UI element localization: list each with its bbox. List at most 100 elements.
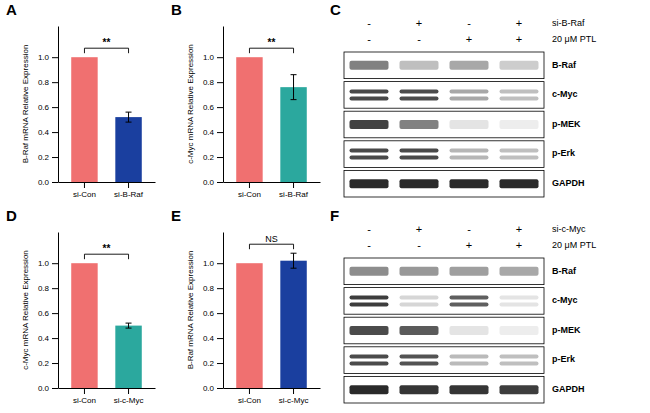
condition-sign: + (416, 223, 422, 235)
tick-mark (217, 388, 223, 389)
blot-band (500, 89, 539, 93)
condition-sign: + (516, 33, 522, 45)
error-bar (291, 75, 297, 100)
tick-label: 0.2 (38, 359, 50, 368)
x-axis: si-Consi-c-Myc (59, 388, 156, 405)
blot-band (450, 96, 489, 100)
blot-band (400, 302, 439, 306)
condition-label: 20 μM PTL (552, 34, 596, 44)
tick-mark (217, 182, 223, 183)
tick-label: 1.0 (38, 259, 50, 268)
annotation: NS (265, 234, 278, 244)
tick: 0.0 (38, 384, 58, 393)
tick: 0.4 (203, 128, 223, 137)
error-bar (126, 112, 132, 122)
blot-band (350, 89, 389, 93)
blot-band (450, 156, 489, 160)
blot-frame (344, 82, 544, 109)
tick: 1.0 (38, 53, 58, 62)
tick-mark (217, 338, 223, 339)
tick: 0.2 (203, 359, 223, 368)
band-label: B-Raf (552, 60, 577, 70)
plot-area (71, 57, 142, 182)
blot-frame (344, 376, 544, 403)
panel-label: C (330, 1, 341, 18)
tick-mark (84, 388, 85, 394)
blot-band (350, 267, 389, 276)
blot-band (400, 179, 439, 188)
bar-panel: si-Consi-c-Myc0.00.20.40.60.81.0c-Myc mR… (6, 207, 156, 405)
tick-label: si-B-Raf (279, 190, 309, 199)
axis-line (59, 388, 156, 389)
tick-mark (249, 388, 250, 394)
tick: si-B-Raf (114, 182, 144, 199)
blot-band (500, 96, 539, 100)
tick-mark (293, 388, 294, 394)
blot-frame (344, 52, 544, 79)
tick-label: 0.0 (203, 384, 215, 393)
band-label: B-Raf (552, 266, 577, 276)
tick-mark (52, 338, 58, 339)
tick-label: 0.6 (203, 103, 215, 112)
tick-label: 1.0 (203, 53, 215, 62)
blot-frame (344, 288, 544, 315)
panel-label: B (171, 1, 182, 18)
annotation: ** (103, 243, 111, 254)
tick-mark (217, 132, 223, 133)
tick-label: 0.8 (38, 284, 50, 293)
blot-band (450, 61, 489, 70)
blot-band (400, 355, 439, 359)
blot-panel: C-+-+si-B-Raf--++20 μM PTLB-Rafc-Mycp-ME… (330, 1, 596, 197)
tick-label: 0.6 (38, 103, 50, 112)
condition-sign: - (367, 239, 371, 251)
condition-sign: - (467, 223, 471, 235)
tick-label: si-B-Raf (114, 190, 144, 199)
blot-band (350, 355, 389, 359)
axis-title: B-Raf mRNA Relative Expression (21, 45, 30, 164)
blot-band (400, 120, 439, 129)
tick-mark (52, 313, 58, 314)
condition-label: si-B-Raf (552, 18, 585, 28)
tick: 0.0 (203, 178, 223, 187)
tick: 0.8 (203, 284, 223, 293)
axis-title: c-Myc mRNA Relative Expression (21, 250, 30, 370)
blot-band (400, 385, 439, 394)
blot-band (350, 156, 389, 160)
band-label: GAPDH (552, 178, 585, 188)
x-axis: si-Con si-B-Raf (224, 182, 321, 199)
tick-mark (217, 363, 223, 364)
tick: si-Con (238, 182, 261, 199)
y-axis: 0.00.20.40.60.81.0 (203, 233, 224, 394)
x-axis: si-Consi-c-Myc (224, 388, 321, 405)
blot-band (500, 179, 539, 188)
tick-label: 0.2 (203, 153, 215, 162)
tick: 0.0 (203, 384, 223, 393)
figure: si-Consi-B-Raf0.00.20.40.60.81.0B-Raf mR… (0, 0, 650, 413)
tick: si-Con (73, 182, 96, 199)
tick: 0.2 (38, 153, 58, 162)
tick: si-c-Myc (279, 388, 309, 405)
y-axis: 0.00.20.40.60.81.0 (38, 27, 59, 188)
tick-mark (217, 263, 223, 264)
blot-band (350, 385, 389, 394)
blot-band (400, 295, 439, 299)
tick: si-B-Raf (279, 182, 309, 199)
panel-label: E (171, 207, 181, 224)
blot-band (450, 326, 489, 335)
blot-band (350, 149, 389, 153)
x-axis: si-Con si-B-Raf (59, 182, 156, 199)
condition-sign: - (367, 17, 371, 29)
y-axis: 0.00.20.40.60.81.0 (203, 27, 224, 188)
blot-band (450, 267, 489, 276)
tick: 0.6 (38, 103, 58, 112)
tick-mark (52, 388, 58, 389)
blot-band (500, 149, 539, 153)
tick: 0.6 (203, 103, 223, 112)
blot-band (400, 362, 439, 366)
panel-label: D (6, 207, 17, 224)
blot-band (450, 362, 489, 366)
tick-label: 0.0 (203, 178, 215, 187)
blot-band (400, 156, 439, 160)
band-label: p-Erk (552, 148, 576, 158)
tick: 1.0 (203, 259, 223, 268)
